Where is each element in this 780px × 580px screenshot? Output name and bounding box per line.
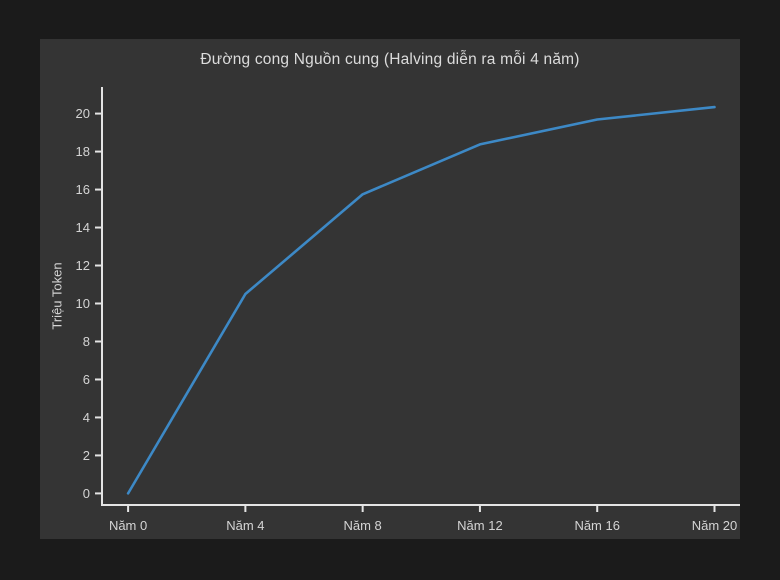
- y-tick-label: 18: [76, 144, 90, 159]
- line-plot: 0 2 4 6 8 10 12 14 16 18 20 Năm 0 Năm 4 Năm 8 Năm 12 Nă…: [76, 87, 740, 533]
- x-tick-label: Năm 8: [344, 518, 382, 533]
- y-tick-label: 14: [76, 220, 90, 235]
- supply-curve-chart: Đường cong Nguồn cung (Halving diễn ra m…: [40, 39, 740, 539]
- y-tick-label: 0: [83, 486, 90, 501]
- x-tick-label: Năm 0: [109, 518, 147, 533]
- y-tick-label: 12: [76, 258, 90, 273]
- y-tick-label: 2: [83, 448, 90, 463]
- y-tick-label: 16: [76, 182, 90, 197]
- x-tick-label: Năm 16: [574, 518, 620, 533]
- x-tick-label: Năm 20: [692, 518, 738, 533]
- x-tick-label: Năm 4: [226, 518, 264, 533]
- y-tick-label: 8: [83, 334, 90, 349]
- chart-title: Đường cong Nguồn cung (Halving diễn ra m…: [200, 51, 580, 68]
- y-tick-label: 20: [76, 106, 90, 121]
- x-tick-label: Năm 12: [457, 518, 503, 533]
- y-tick-label: 4: [83, 410, 90, 425]
- supply-curve-line: [126, 105, 716, 495]
- y-tick-label: 10: [76, 296, 90, 311]
- y-tick-label: 6: [83, 372, 90, 387]
